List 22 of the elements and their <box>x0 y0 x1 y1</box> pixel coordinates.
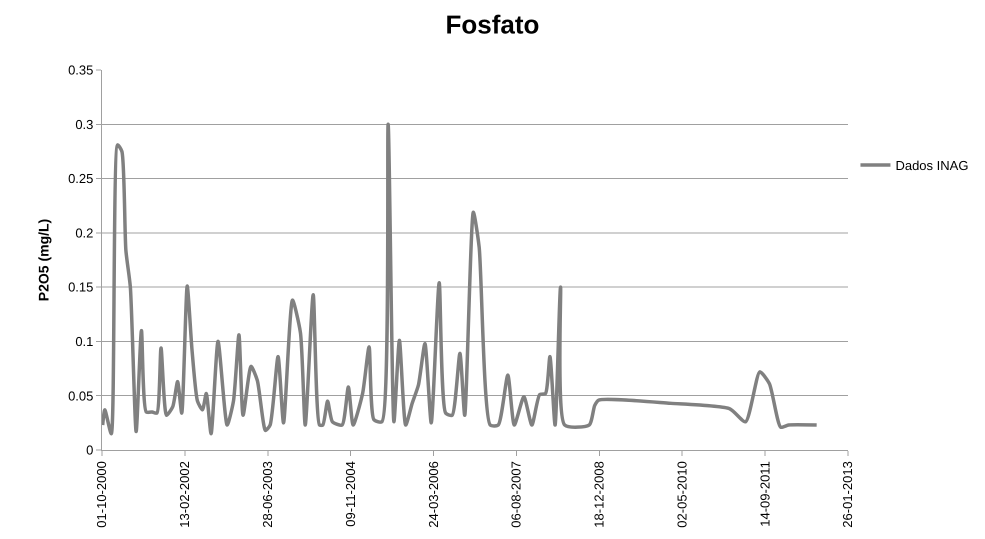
y-tick-label: 0.15 <box>68 280 94 295</box>
line-series <box>102 122 818 436</box>
y-tick-label: 0.05 <box>68 388 94 404</box>
x-tick-label: 01-10-2000 <box>94 461 110 528</box>
x-tick-label: 24-03-2006 <box>426 461 441 528</box>
x-tick-label: 06-08-2007 <box>508 461 524 528</box>
x-tick-label: 02-05-2010 <box>674 461 690 528</box>
y-tick-label: 0 <box>86 442 94 458</box>
y-tick-label: 0.35 <box>68 62 94 78</box>
y-tick-label: 0.2 <box>75 225 94 240</box>
chart-title: Fosfato <box>446 9 540 40</box>
x-tick-label: 13-02-2002 <box>177 461 192 528</box>
legend-label: Dados INAG <box>895 158 968 174</box>
y-tick-label: 0.25 <box>68 171 94 186</box>
y-tick-label: 0.1 <box>75 334 94 349</box>
x-tick-label: 28-06-2003 <box>260 461 276 528</box>
x-tick-label: 26-01-2013 <box>840 461 856 528</box>
y-tick-label: 0.3 <box>75 116 94 132</box>
x-tick-label: 18-12-2008 <box>592 461 607 528</box>
x-tick-label: 14-09-2011 <box>757 461 772 527</box>
x-tick-label: 09-11-2004 <box>342 461 358 527</box>
y-axis-title: P2O5 (mg/L) <box>36 218 52 302</box>
